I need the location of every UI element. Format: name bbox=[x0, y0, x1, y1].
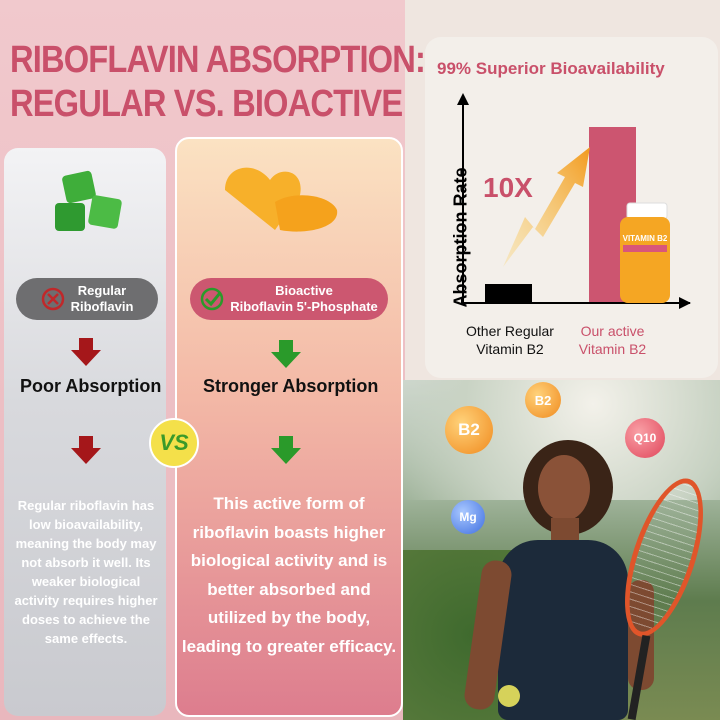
product-bottle-image: VITAMIN B2 bbox=[620, 202, 670, 303]
down-arrow-icon bbox=[271, 436, 301, 464]
page-title: RIBOFLAVIN ABSORPTION: REGULAR VS. BIOAC… bbox=[10, 38, 426, 126]
poor-absorption-heading: Poor Absorption bbox=[20, 376, 162, 396]
product-label: VITAMIN B2 bbox=[623, 234, 668, 243]
vitamin-bubble-b2: B2 bbox=[445, 406, 493, 454]
title-line-1: RIBOFLAVIN ABSORPTION: bbox=[10, 39, 426, 81]
badge-text: Bioactive bbox=[275, 283, 333, 298]
bioactive-card bbox=[175, 137, 403, 717]
chart-title: 99% Superior Bioavailability bbox=[437, 59, 665, 78]
bioactive-riboflavin-badge: Bioactive Riboflavin 5'-Phosphate bbox=[190, 278, 388, 320]
check-circle-icon bbox=[200, 287, 224, 311]
title-line-2: REGULAR VS. BIOACTIVE bbox=[10, 83, 403, 125]
vitamin-bubble-mg: Mg bbox=[451, 500, 485, 534]
axes bbox=[462, 95, 690, 304]
vitamin-bubble-b2: B2 bbox=[525, 382, 561, 418]
badge-text: Riboflavin 5'-Phosphate bbox=[230, 299, 378, 314]
badge-text: Riboflavin bbox=[70, 299, 134, 314]
bioactive-description: This active form of riboflavin boasts hi… bbox=[181, 494, 397, 656]
growth-arrow-icon bbox=[503, 147, 590, 267]
y-axis-arrow bbox=[457, 93, 469, 105]
regular-description: Regular riboflavin has low bioavailabili… bbox=[14, 498, 158, 646]
down-arrow-icon bbox=[71, 338, 101, 366]
chart-plot: 10X VITAMIN B2 bbox=[457, 93, 691, 309]
regular-riboflavin-badge: Regular Riboflavin bbox=[16, 278, 158, 320]
down-arrow-icon bbox=[271, 340, 301, 368]
vs-badge: VS bbox=[149, 418, 199, 468]
stronger-absorption-heading: Stronger Absorption bbox=[203, 376, 379, 396]
regular-card bbox=[4, 148, 166, 716]
badge-text: Regular bbox=[77, 283, 127, 298]
orange-gummy-image bbox=[225, 167, 338, 232]
x-axis-arrow bbox=[679, 297, 691, 309]
tennis-player-photo: B2 B2 Q10 Mg bbox=[403, 380, 720, 720]
bioavailability-chart: 99% Superior Bioavailability Absorption … bbox=[425, 37, 718, 378]
x-label-ours: Our active Vitamin B2 bbox=[578, 323, 647, 357]
vitamin-bubble-q10: Q10 bbox=[625, 418, 665, 458]
x-label-other: Other Regular Vitamin B2 bbox=[466, 323, 554, 357]
down-arrow-icon bbox=[71, 436, 101, 464]
green-gummy-image bbox=[55, 170, 122, 231]
bar-other-regular bbox=[485, 284, 532, 302]
x-circle-icon bbox=[41, 287, 64, 311]
ratio-annotation: 10X bbox=[483, 172, 533, 203]
